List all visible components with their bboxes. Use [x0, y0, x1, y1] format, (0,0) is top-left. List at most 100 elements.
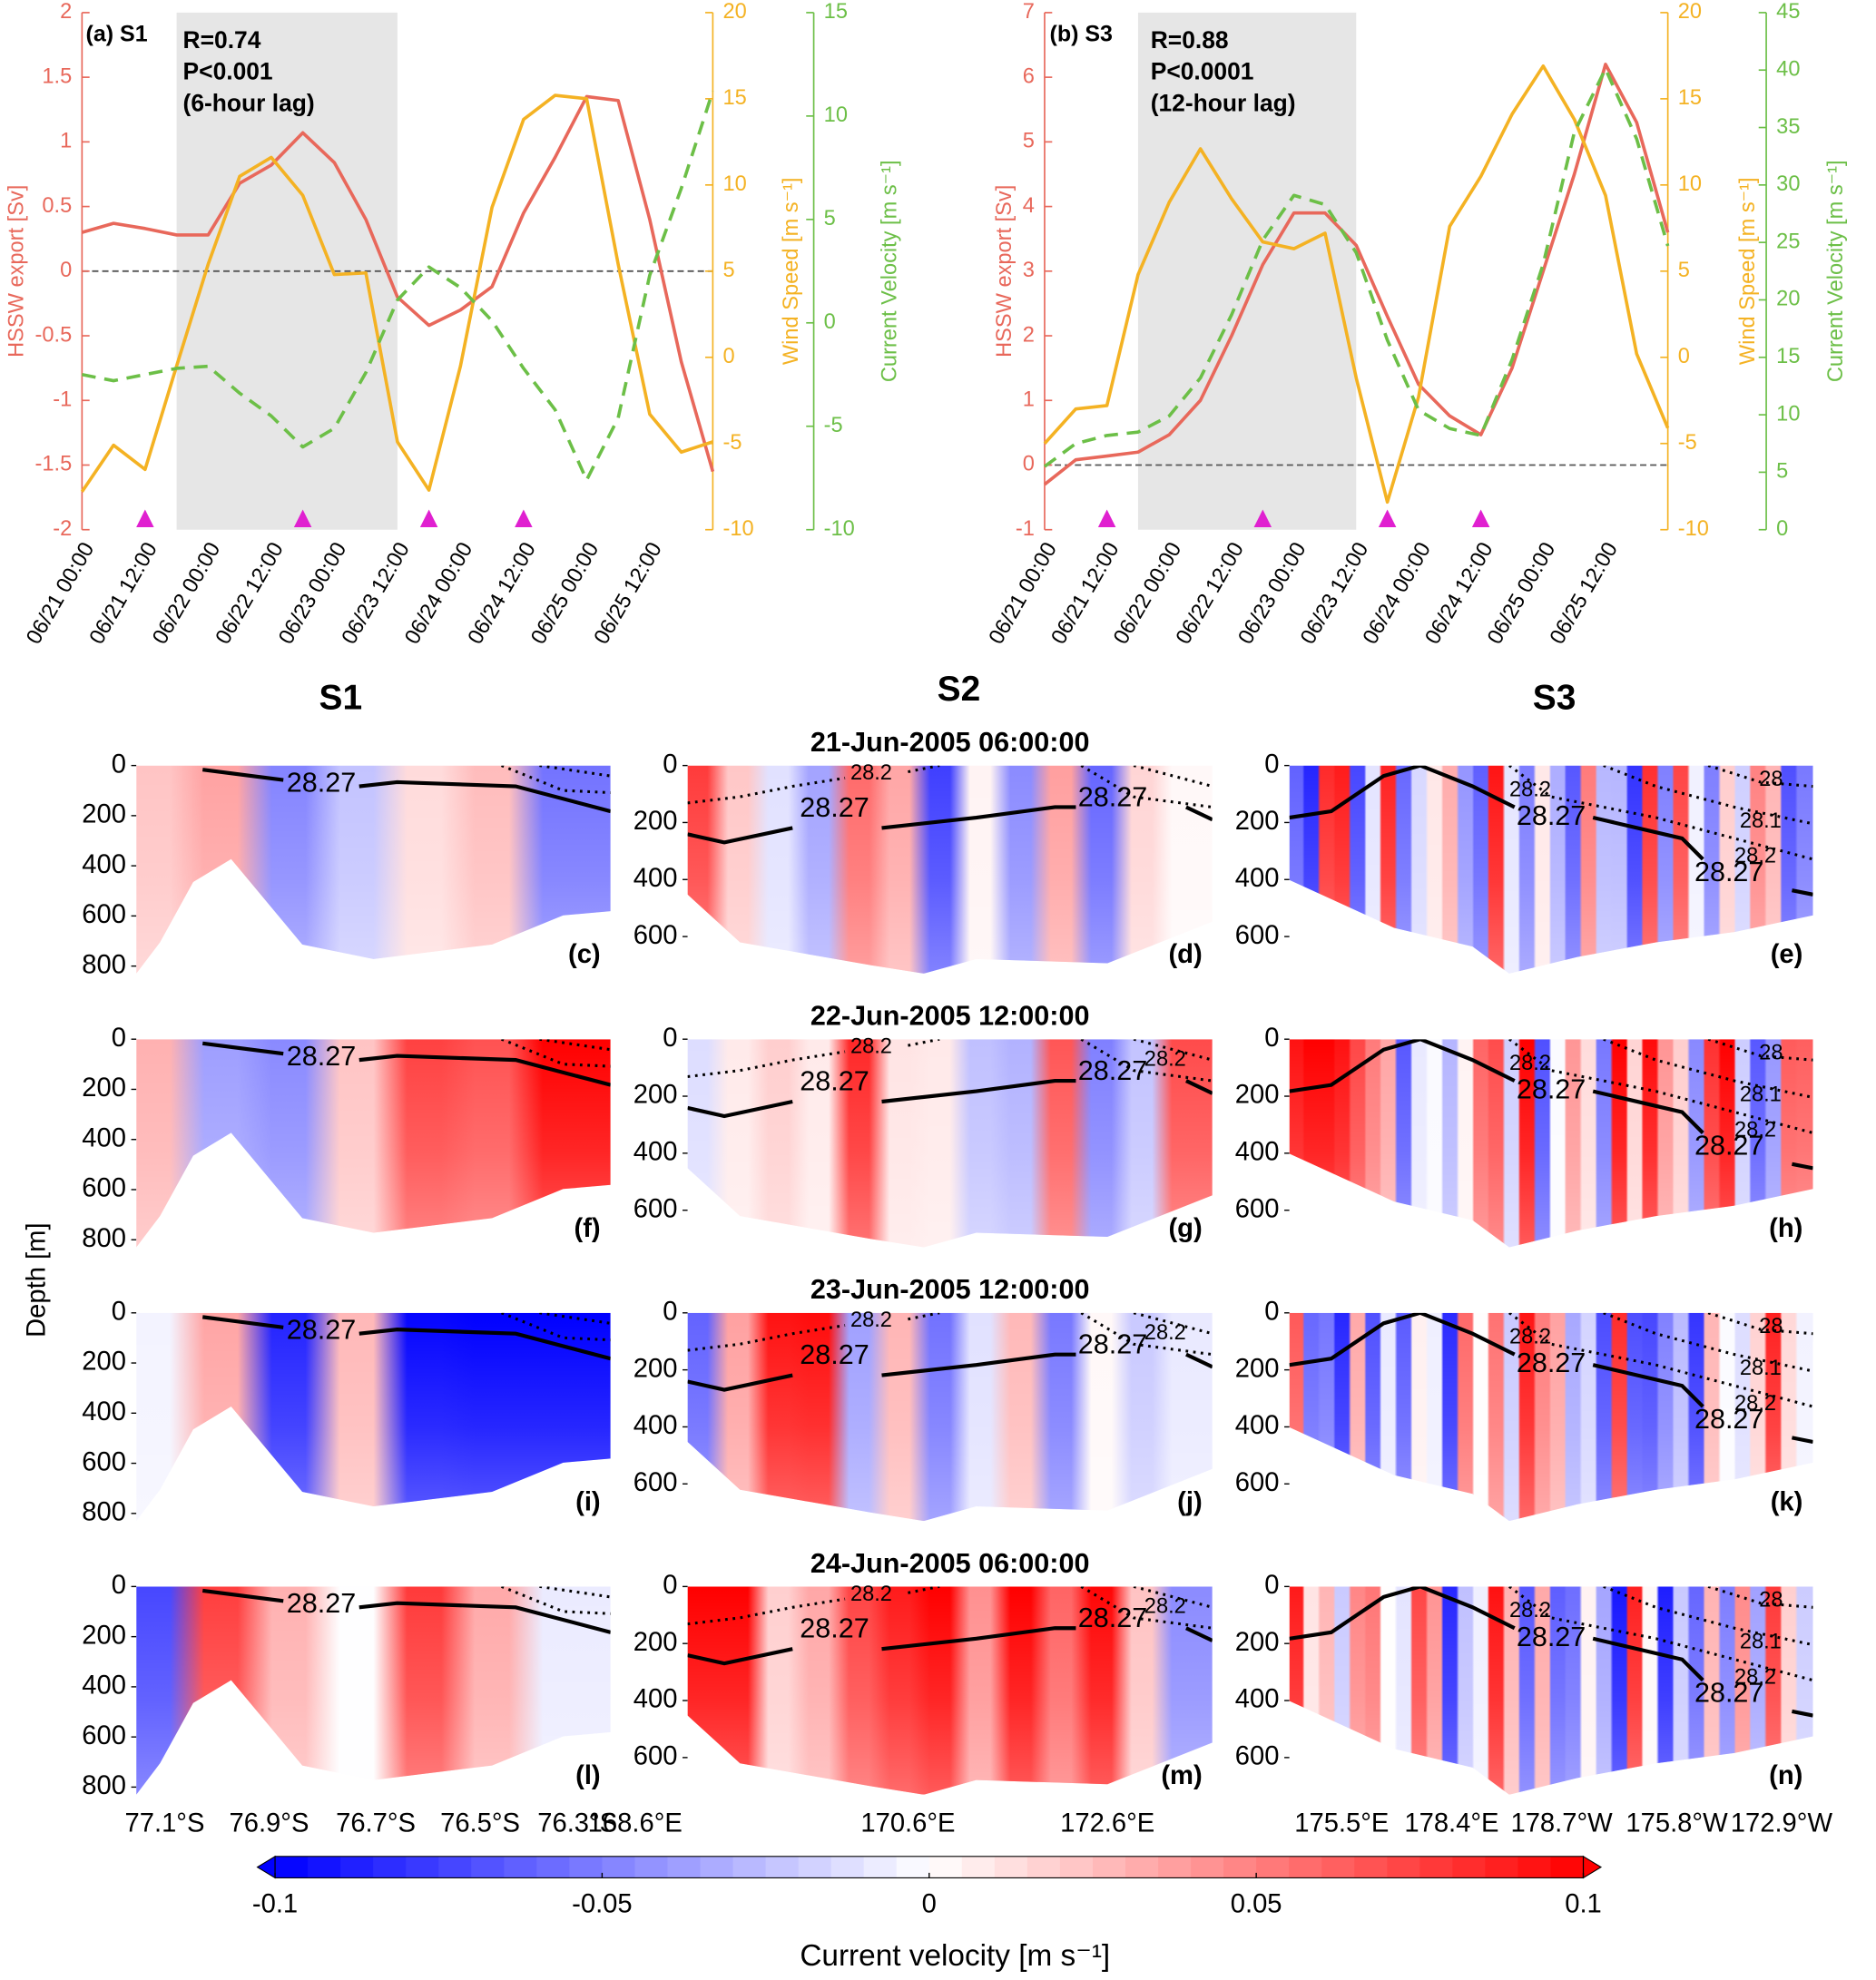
y-tick-label: 20	[722, 0, 746, 24]
contour-label: 28.1	[1740, 1631, 1782, 1654]
event-marker	[1378, 509, 1397, 527]
panel-label: (g)	[1168, 1214, 1202, 1243]
colorbar-swatch	[830, 1856, 865, 1878]
colorbar-swatch	[896, 1856, 930, 1878]
y-tick-label: 600	[82, 1447, 126, 1476]
y-tick-label: 200	[634, 1081, 678, 1110]
y-tick-label: 600	[634, 1194, 678, 1223]
contour-label: 28.2	[1509, 778, 1551, 801]
colorbar-swatch	[602, 1856, 636, 1878]
y-tick-label: 40	[1776, 57, 1800, 81]
contour-label: 28.1	[1740, 1083, 1782, 1106]
colorbar-swatch	[1321, 1856, 1355, 1878]
x-tick-label: 76.7°S	[336, 1809, 416, 1838]
y-tick-label: 0	[1776, 517, 1788, 541]
isopycnal-dotted	[1080, 1039, 1213, 1083]
y-tick-label: 400	[82, 1123, 126, 1152]
contour-label: 28.2	[1509, 1599, 1551, 1622]
isopycnal	[1592, 1636, 1704, 1682]
contour-label: 28.2	[850, 761, 892, 785]
contour-label: 28.2	[1734, 1666, 1776, 1690]
chart-title: (b) S3	[1050, 22, 1113, 47]
colorbar-swatch	[1026, 1856, 1061, 1878]
colorbar-swatch	[634, 1856, 669, 1878]
isopycnal	[201, 768, 284, 782]
axis-label: Current Velocity [m s⁻¹]	[1824, 160, 1848, 382]
y-tick-label: 45	[1776, 0, 1800, 24]
y-tick-label: 200	[1235, 1081, 1280, 1110]
isopycnal-dotted	[1080, 1312, 1213, 1357]
y-tick-label: 800	[82, 1498, 126, 1527]
colorbar-swatch	[732, 1856, 767, 1878]
velocity-field	[136, 1312, 611, 1522]
series-line	[81, 94, 715, 473]
panel-label: (j)	[1177, 1487, 1203, 1516]
y-tick-label: 25	[1776, 230, 1800, 253]
y-tick-label: 0	[1264, 1297, 1279, 1326]
y-tick-label: 7	[1023, 0, 1035, 24]
colorbar-tick-label: 0.1	[1565, 1890, 1602, 1919]
colorbar-end	[1582, 1855, 1603, 1879]
contour-label: 28.1	[1740, 809, 1782, 833]
event-marker	[419, 509, 438, 527]
y-tick-label: 0	[1264, 1024, 1279, 1053]
annotation: P<0.0001	[1151, 58, 1254, 85]
isopycnal	[1592, 1089, 1704, 1134]
panel-label: (f)	[575, 1214, 601, 1243]
colorbar-tick-label: 0.05	[1231, 1890, 1282, 1919]
annotation: P<0.001	[183, 58, 273, 85]
isopycnal	[1289, 1586, 1516, 1641]
y-tick-label: 0	[663, 1024, 677, 1053]
isopycnal	[1185, 1352, 1213, 1369]
panel-label: (l)	[575, 1761, 601, 1790]
series-line	[82, 90, 715, 482]
event-marker	[136, 509, 154, 527]
field-shade	[687, 765, 1213, 974]
contour-label: 28.27	[800, 1065, 869, 1096]
chart-title: (a) S1	[86, 22, 148, 47]
y-tick-label: 600	[1235, 1742, 1280, 1771]
isopycnal	[1792, 1436, 1813, 1445]
y-tick-label: 400	[1235, 1138, 1280, 1167]
contour-label: 28	[1759, 1041, 1783, 1064]
contour-label: 28.27	[1694, 1404, 1763, 1435]
colorbar-swatch	[961, 1856, 996, 1878]
colorbar-swatch	[471, 1856, 505, 1878]
x-tick-label: 178.7°W	[1510, 1809, 1613, 1838]
y-tick-label: 200	[634, 1354, 678, 1383]
colorbar-tick-label: 0	[922, 1890, 937, 1919]
colorbar-swatch	[504, 1856, 538, 1878]
colorbar-swatch	[569, 1856, 604, 1878]
y-tick-label: 400	[82, 850, 126, 879]
x-tick-label: 175.5°E	[1294, 1809, 1389, 1838]
y-tick-label: 35	[1776, 115, 1800, 139]
y-tick-label: 400	[1235, 864, 1280, 893]
colorbar-swatch	[1125, 1856, 1159, 1878]
colorbar-label: Current velocity [m s⁻¹]	[800, 1939, 1110, 1973]
y-tick-label: -0.5	[35, 323, 73, 347]
y-tick-label: 5	[722, 259, 734, 282]
colorbar-swatch	[1354, 1856, 1388, 1878]
y-tick-label: 10	[1678, 172, 1702, 196]
velocity-field	[136, 1586, 611, 1795]
colorbar-swatch	[1485, 1856, 1519, 1878]
y-tick-label: -1	[1016, 517, 1035, 541]
contour-label: 28.27	[1517, 1622, 1586, 1652]
colorbar-swatch	[438, 1856, 472, 1878]
colorbar-swatch	[1452, 1856, 1487, 1878]
y-tick-label: 0	[663, 1571, 677, 1600]
contour-label: 28.27	[287, 1041, 356, 1072]
field-shade	[687, 1039, 1213, 1248]
row-title: 21-Jun-2005 06:00:00	[810, 727, 1090, 758]
colorbar-swatch	[1158, 1856, 1192, 1878]
y-tick-label: 10	[722, 172, 746, 196]
y-tick-label: 800	[82, 950, 126, 979]
y-tick-label: 20	[1678, 0, 1702, 24]
isopycnal-dotted	[1707, 1312, 1813, 1336]
annotation: (12-hour lag)	[1151, 89, 1296, 116]
y-tick-label: -5	[722, 431, 742, 455]
y-tick-label: 200	[1235, 807, 1280, 836]
y-tick-label: 200	[82, 1348, 126, 1377]
y-tick-label: 600	[634, 1742, 678, 1771]
x-tick-label: 172.6°E	[1060, 1809, 1154, 1838]
